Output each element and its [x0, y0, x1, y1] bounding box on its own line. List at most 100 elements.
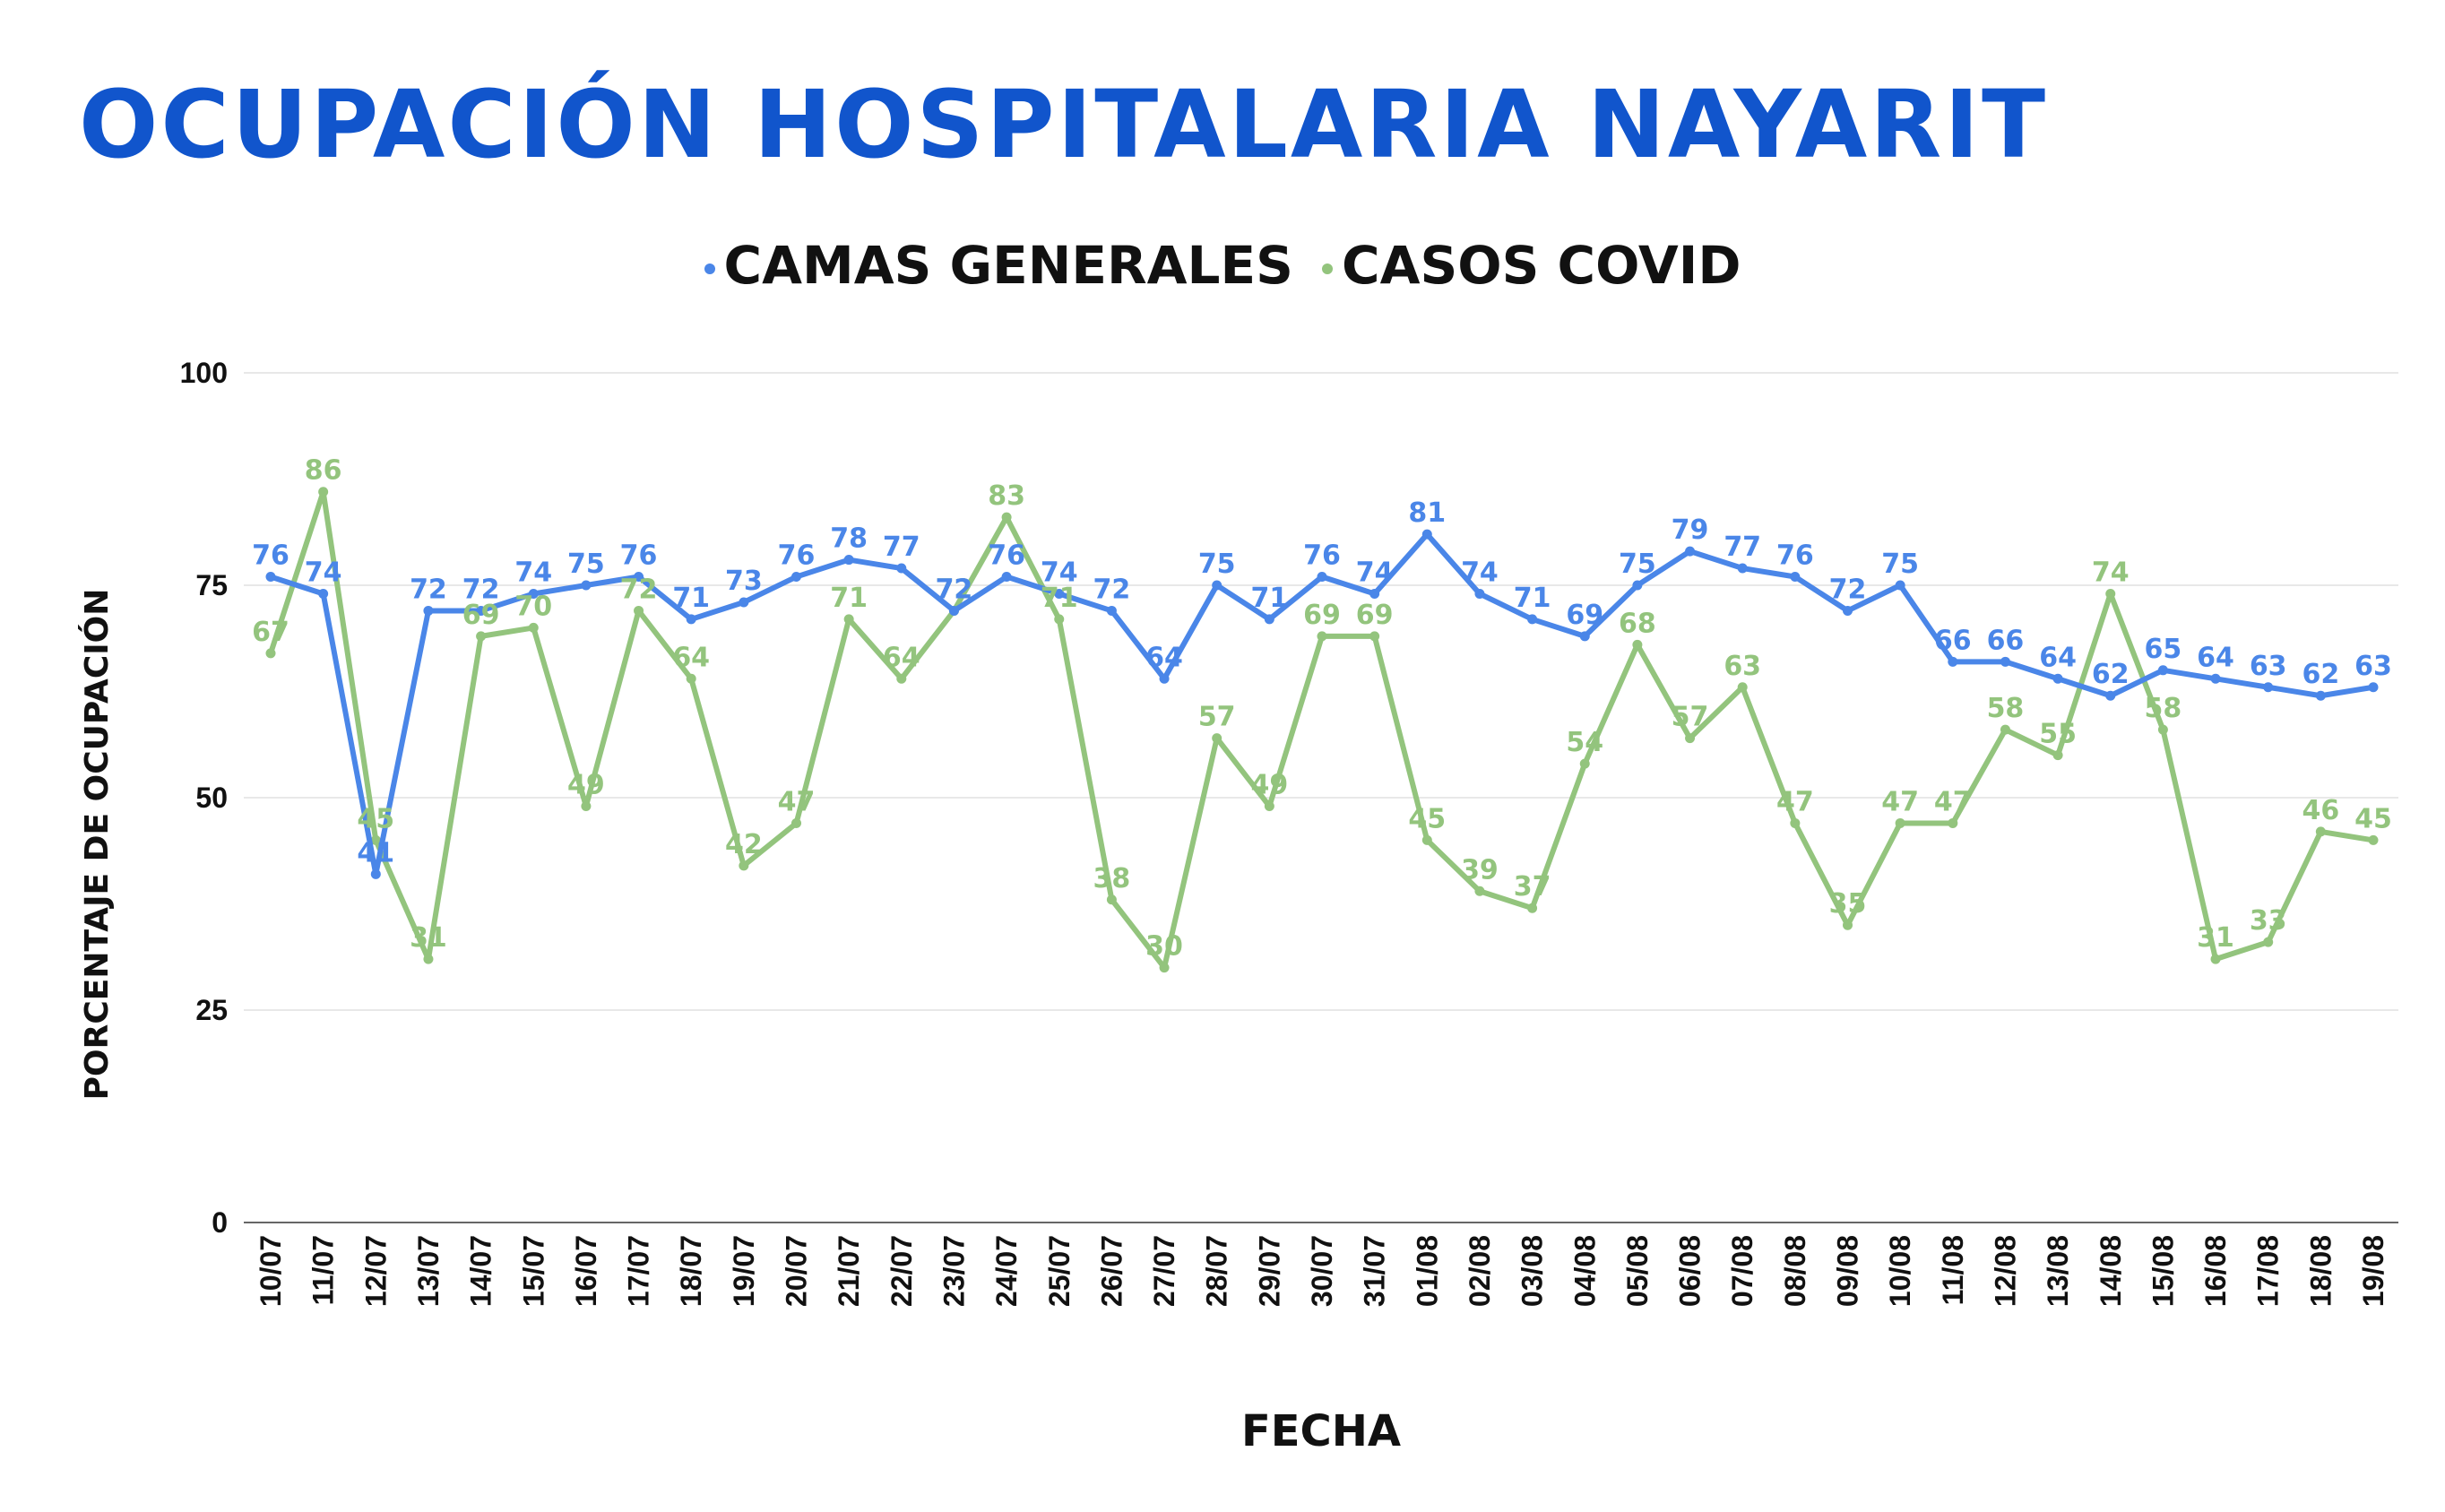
series-lines	[265, 487, 2379, 973]
x-tick-label: 31/07	[1359, 1235, 1391, 1307]
x-tick-label: 08/08	[1779, 1235, 1811, 1307]
data-label: 69	[1303, 600, 1341, 631]
data-label: 64	[1145, 642, 1183, 673]
data-point	[1001, 512, 1012, 523]
data-point	[2368, 834, 2379, 845]
data-label: 72	[1829, 574, 1867, 605]
data-point	[1212, 580, 1222, 591]
data-label: 67	[252, 617, 289, 648]
data-label: 35	[1829, 888, 1867, 920]
data-point	[843, 614, 854, 625]
data-label: 75	[567, 549, 605, 580]
y-tick-label: 100	[180, 357, 228, 389]
data-label: 72	[620, 574, 658, 605]
data-point	[948, 605, 959, 616]
x-tick-label: 24/07	[990, 1235, 1023, 1307]
data-label: 47	[1776, 786, 1814, 817]
data-label: 76	[1303, 540, 1341, 572]
data-label: 83	[988, 480, 1025, 512]
x-tick-label: 19/07	[728, 1235, 760, 1307]
data-label: 45	[1408, 803, 1446, 834]
data-label: 64	[672, 642, 710, 673]
x-tick-label: 11/07	[307, 1235, 340, 1305]
x-tick-label: 09/08	[1832, 1235, 1864, 1307]
data-label: 42	[725, 829, 763, 860]
legend-item-covid[interactable]: CASOS COVID	[1322, 235, 1741, 296]
x-tick-label: 22/07	[886, 1235, 918, 1307]
x-tick-label: 14/07	[465, 1235, 497, 1307]
data-label: 77	[883, 531, 920, 563]
data-label: 57	[1672, 702, 1709, 733]
y-tick-label: 0	[212, 1206, 228, 1239]
data-point	[1895, 580, 1905, 591]
legend-item-camas[interactable]: CAMAS GENERALES	[704, 235, 1293, 296]
data-point	[2263, 682, 2274, 693]
data-point	[1737, 563, 1748, 574]
x-tick-label: 14/08	[2095, 1235, 2127, 1307]
data-label: 54	[1566, 727, 1603, 758]
legend-label-covid: CASOS COVID	[1342, 235, 1741, 296]
data-point	[370, 868, 381, 879]
data-label: 64	[883, 642, 920, 673]
data-label: 76	[778, 540, 816, 572]
data-label: 73	[725, 566, 763, 597]
data-point	[1317, 572, 1327, 583]
data-label: 78	[830, 523, 868, 555]
data-point	[2157, 724, 2168, 735]
x-tick-label: 26/07	[1095, 1235, 1127, 1307]
data-point	[2105, 588, 2116, 599]
x-tick-label: 27/07	[1148, 1235, 1180, 1307]
data-label: 72	[936, 574, 973, 605]
data-label: 45	[2354, 803, 2392, 834]
data-point	[1106, 894, 1117, 905]
data-point	[634, 572, 644, 583]
chart-title: OCUPACIÓN HOSPITALARIA NAYARIT	[79, 70, 2049, 179]
x-axis-title: FECHA	[1241, 1406, 1401, 1456]
y-tick-label: 75	[195, 569, 228, 601]
data-label: 69	[1566, 600, 1603, 631]
x-tick-label: 29/07	[1253, 1235, 1285, 1307]
x-tick-label: 19/08	[2357, 1235, 2389, 1307]
x-tick-label: 01/08	[1411, 1235, 1443, 1307]
x-tick-label: 07/08	[1726, 1235, 1758, 1307]
data-point	[2210, 954, 2221, 964]
data-label: 71	[672, 583, 710, 614]
x-tick-label: 15/07	[517, 1235, 549, 1307]
data-label: 74	[1356, 557, 1394, 588]
data-point	[1106, 605, 1117, 616]
data-point	[581, 800, 592, 811]
x-tick-label: 10/07	[255, 1235, 287, 1307]
data-label: 33	[2250, 905, 2287, 937]
data-label: 86	[305, 455, 342, 487]
data-point	[1317, 631, 1327, 642]
x-tick-label: 03/08	[1516, 1235, 1549, 1307]
x-tick-label: 28/07	[1201, 1235, 1233, 1307]
x-tick-label: 23/07	[937, 1235, 970, 1307]
data-label: 41	[357, 837, 394, 868]
data-label: 74	[514, 557, 552, 588]
data-point	[476, 631, 487, 642]
data-label: 72	[410, 574, 447, 605]
data-point	[1369, 588, 1380, 599]
data-point	[1264, 800, 1274, 811]
x-tick-label: 05/08	[1621, 1235, 1654, 1307]
data-label: 63	[1724, 651, 1761, 682]
data-point	[2000, 656, 2010, 667]
data-point	[1421, 529, 1432, 540]
data-point	[686, 673, 696, 684]
data-label: 49	[1250, 769, 1288, 800]
data-label: 76	[620, 540, 658, 572]
data-label: 66	[1987, 625, 2025, 656]
x-tick-label: 13/08	[2042, 1235, 2074, 1307]
legend-marker-covid	[1322, 263, 1334, 274]
data-label: 71	[1514, 583, 1551, 614]
x-tick-label: 11/08	[1937, 1235, 1969, 1305]
data-label: 63	[2250, 651, 2287, 682]
data-point	[370, 834, 381, 845]
data-point	[2105, 690, 2116, 701]
x-tick-label: 17/07	[623, 1235, 655, 1307]
data-point	[1948, 656, 1958, 667]
data-point	[1632, 580, 1643, 591]
data-point	[1948, 817, 1958, 828]
